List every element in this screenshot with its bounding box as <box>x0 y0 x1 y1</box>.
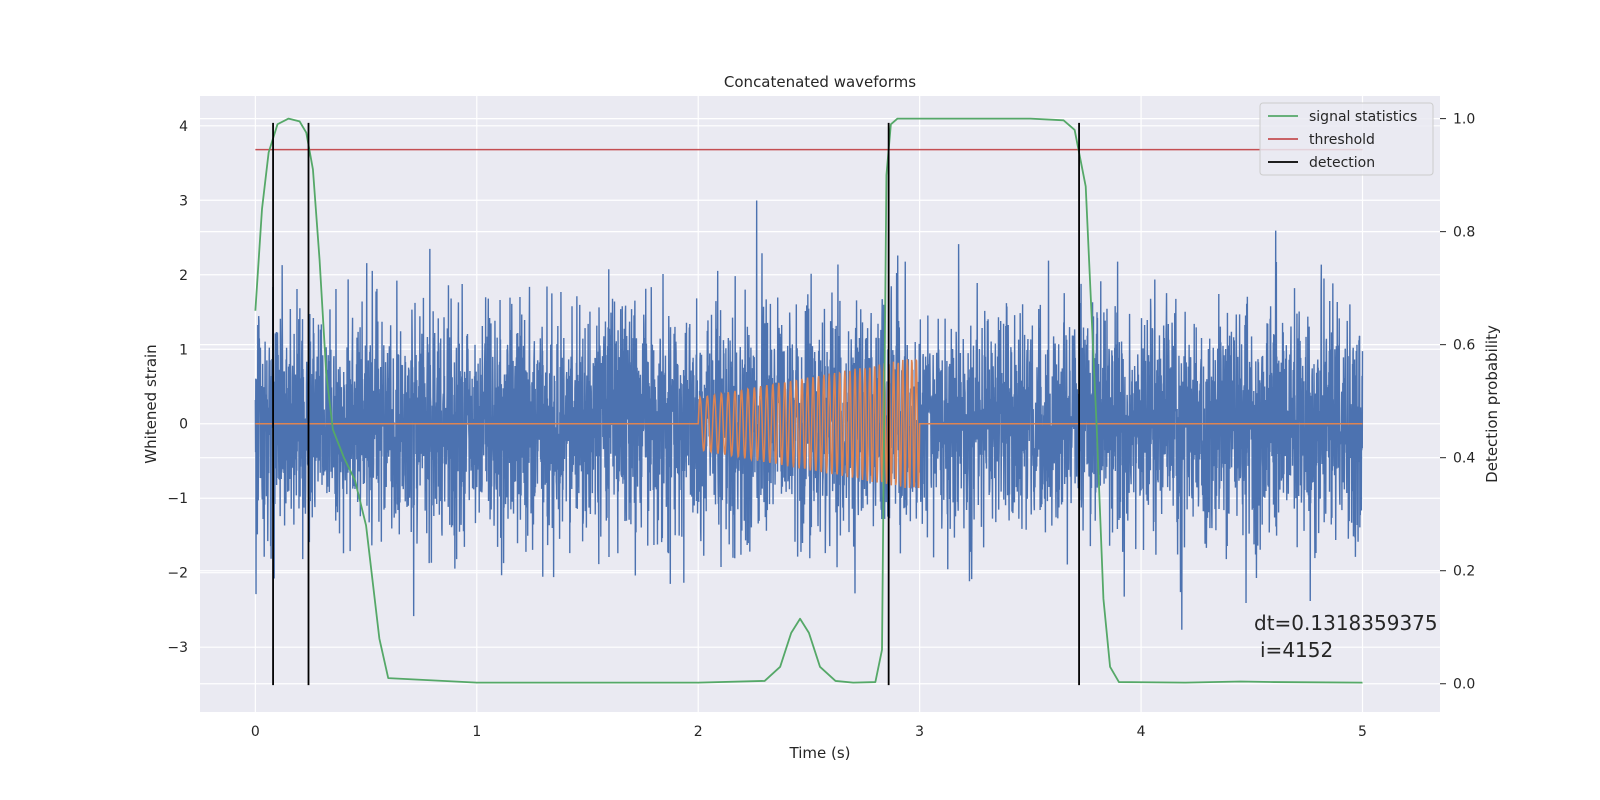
grid <box>200 96 1440 712</box>
y-axis-left-ticks: −3 −2 −1 0 1 2 3 4 <box>167 119 188 656</box>
legend-box <box>1259 102 1434 176</box>
y-tick-label-right: 0.0 <box>1453 677 1475 693</box>
y-tick-label-right: 0.8 <box>1453 225 1475 241</box>
legend-label-threshold: threshold <box>1309 132 1375 148</box>
y-tick-label-left: 0 <box>179 417 188 433</box>
legend-label-detection: detection <box>1309 155 1375 171</box>
annotation-index: i=4152 <box>1260 638 1333 662</box>
x-tick-label: 1 <box>472 724 481 740</box>
annotation-dt: dt=0.1318359375 <box>1254 611 1438 635</box>
y-axis-right-label: Detection probability <box>1483 325 1501 483</box>
x-tick-label: 4 <box>1137 724 1146 740</box>
y-tick-label-left: −3 <box>167 640 188 656</box>
legend-label-signal-statistics: signal statistics <box>1309 109 1417 125</box>
x-axis-ticks: 0 1 2 3 4 5 <box>251 724 1367 740</box>
x-tick-label: 5 <box>1358 724 1367 740</box>
y-tick-label-left: −1 <box>167 491 188 507</box>
y-tick-label-right: 1.0 <box>1453 112 1475 128</box>
y-axis-left-label: Whitened strain <box>142 344 160 463</box>
y-axis-right-ticks: 0.0 0.2 0.4 0.6 0.8 1.0 <box>1440 112 1475 693</box>
y-tick-label-right: 0.6 <box>1453 338 1475 354</box>
y-tick-label-left: 2 <box>179 268 188 284</box>
x-tick-label: 0 <box>251 724 260 740</box>
y-tick-label-left: 4 <box>179 119 188 135</box>
detection-series <box>272 122 1080 686</box>
y-tick-label-left: 1 <box>179 342 188 358</box>
x-axis-label: Time (s) <box>789 744 851 762</box>
x-tick-label: 3 <box>915 724 924 740</box>
legend: signal statistics threshold detection <box>1259 102 1434 176</box>
y-tick-label-left: −2 <box>167 566 188 582</box>
y-tick-label-left: 3 <box>179 193 188 209</box>
injection-series <box>255 358 1363 489</box>
signal-statistics-series <box>254 117 1363 684</box>
signal-statistics-line <box>254 117 1363 684</box>
y-tick-label-right: 0.4 <box>1453 451 1475 467</box>
injection-line <box>255 358 1363 489</box>
y-tick-label-right: 0.2 <box>1453 564 1475 580</box>
chart-title: Concatenated waveforms <box>724 73 916 91</box>
x-tick-label: 2 <box>694 724 703 740</box>
